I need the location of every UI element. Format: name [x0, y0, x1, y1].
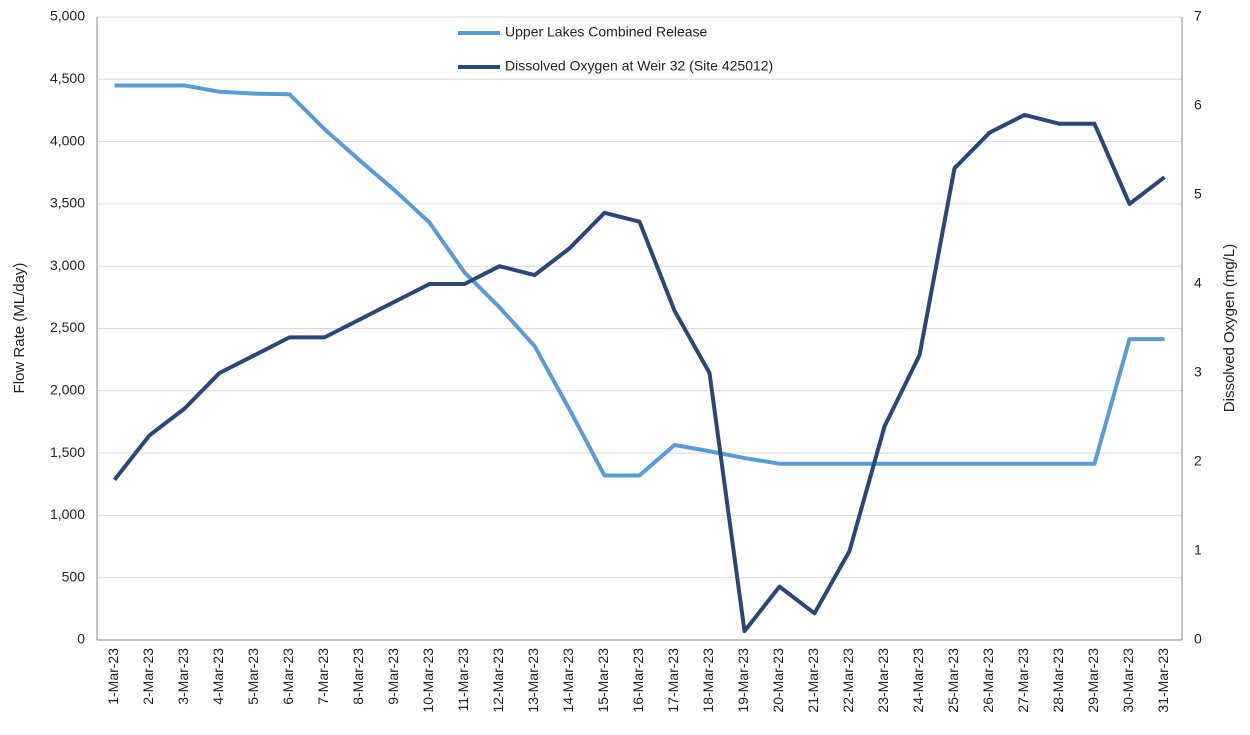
- x-tick-label: 29-Mar-23: [1085, 648, 1101, 713]
- x-tick-label: 14-Mar-23: [560, 648, 576, 713]
- x-tick-label: 9-Mar-23: [385, 648, 401, 705]
- legend-label: Dissolved Oxygen at Weir 32 (Site 425012…: [505, 58, 773, 74]
- x-tick-label: 3-Mar-23: [175, 648, 191, 705]
- x-tick-label: 4-Mar-23: [210, 648, 226, 705]
- x-tick-label: 25-Mar-23: [945, 648, 961, 713]
- y2-tick-label: 6: [1194, 97, 1202, 113]
- y2-tick-label: 0: [1194, 631, 1202, 647]
- x-tick-label: 8-Mar-23: [350, 648, 366, 705]
- x-tick-label: 2-Mar-23: [140, 648, 156, 705]
- y-tick-label: 3,500: [50, 195, 85, 211]
- x-tick-label: 1-Mar-23: [105, 648, 121, 705]
- x-tick-label: 30-Mar-23: [1120, 648, 1136, 713]
- y-tick-label: 4,000: [50, 132, 85, 148]
- x-tick-label: 12-Mar-23: [490, 648, 506, 713]
- x-tick-label: 22-Mar-23: [840, 648, 856, 713]
- y2-tick-label: 1: [1194, 542, 1202, 558]
- x-tick-label: 20-Mar-23: [770, 648, 786, 713]
- legend-label: Upper Lakes Combined Release: [505, 24, 708, 40]
- x-tick-label: 18-Mar-23: [700, 648, 716, 713]
- y-tick-label: 2,500: [50, 319, 85, 335]
- x-tick-label: 28-Mar-23: [1050, 648, 1066, 713]
- y-axis-label: Flow Rate (ML/day): [11, 263, 28, 394]
- y2-tick-label: 2: [1194, 453, 1202, 469]
- x-tick-label: 26-Mar-23: [980, 648, 996, 713]
- x-tick-label: 7-Mar-23: [315, 648, 331, 705]
- y-tick-label: 1,000: [50, 506, 85, 522]
- x-tick-label: 21-Mar-23: [805, 648, 821, 713]
- y2-tick-label: 7: [1194, 8, 1202, 24]
- data-line: [114, 83, 1165, 478]
- y2-tick-label: 3: [1194, 364, 1202, 380]
- y-tick-label: 3,000: [50, 257, 85, 273]
- x-tick-label: 10-Mar-23: [420, 648, 436, 713]
- x-tick-label: 11-Mar-23: [455, 648, 471, 712]
- x-tick-label: 23-Mar-23: [875, 648, 891, 713]
- x-tick-label: 27-Mar-23: [1015, 648, 1031, 713]
- y-tick-label: 5,000: [50, 8, 85, 24]
- y2-axis-label: Dissolved Oxygen (mg/L): [1221, 244, 1238, 412]
- x-tick-label: 24-Mar-23: [910, 648, 926, 713]
- x-tick-label: 5-Mar-23: [245, 648, 261, 705]
- y-tick-label: 4,500: [50, 70, 85, 86]
- x-tick-label: 19-Mar-23: [735, 648, 751, 713]
- x-tick-label: 17-Mar-23: [665, 648, 681, 713]
- y2-tick-label: 5: [1194, 186, 1202, 202]
- x-tick-label: 6-Mar-23: [280, 648, 296, 705]
- y-tick-label: 500: [62, 568, 86, 584]
- x-tick-label: 15-Mar-23: [595, 648, 611, 713]
- y-tick-label: 0: [77, 631, 85, 647]
- y-tick-label: 1,500: [50, 444, 85, 460]
- data-line: [112, 112, 1166, 634]
- y2-tick-label: 4: [1194, 275, 1202, 291]
- y-tick-label: 2,000: [50, 382, 85, 398]
- x-tick-label: 16-Mar-23: [630, 648, 646, 713]
- x-tick-label: 31-Mar-23: [1155, 648, 1171, 713]
- x-tick-label: 13-Mar-23: [525, 648, 541, 713]
